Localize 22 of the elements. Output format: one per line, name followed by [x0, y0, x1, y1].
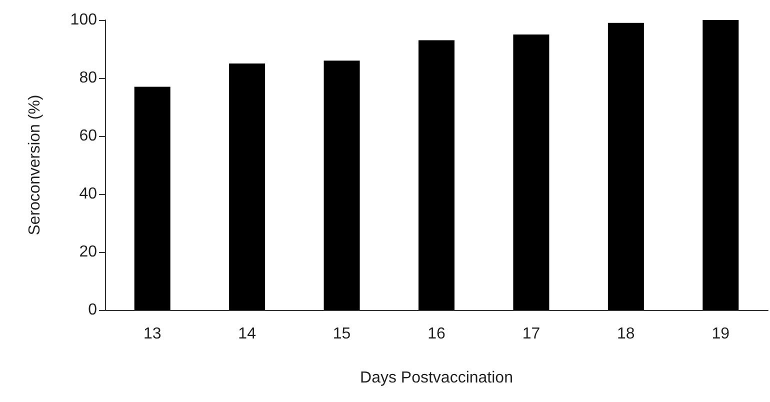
- bar: [418, 40, 454, 310]
- bar: [513, 34, 550, 310]
- y-tick-label: 60: [79, 128, 98, 144]
- bar: [324, 60, 360, 310]
- x-tick-label: 19: [712, 326, 730, 342]
- bar: [702, 20, 739, 310]
- x-tick-label: 13: [143, 326, 162, 342]
- x-tick-label: 16: [428, 326, 446, 342]
- y-tick-label: 40: [79, 186, 98, 202]
- y-axis-title: Seroconversion (%): [26, 94, 44, 236]
- y-tick-label: 80: [79, 70, 98, 86]
- y-tick-label: 20: [79, 244, 98, 260]
- bar: [134, 86, 170, 310]
- y-tick-label: 0: [88, 302, 98, 318]
- x-tick-label: 15: [332, 326, 351, 342]
- bar: [229, 64, 266, 310]
- y-tick-label: 100: [70, 12, 98, 28]
- x-tick-label: 17: [522, 326, 540, 342]
- x-tick-label: 18: [617, 326, 635, 342]
- bar: [608, 22, 644, 310]
- x-tick-label: 14: [238, 326, 256, 342]
- x-axis-title: Days Postvaccination: [360, 370, 513, 386]
